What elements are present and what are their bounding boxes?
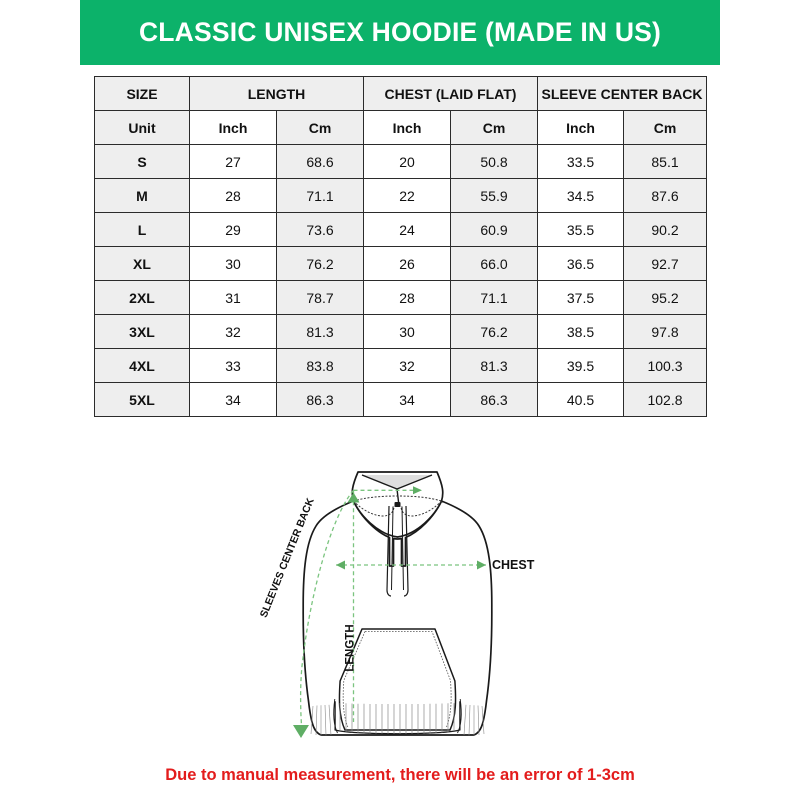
svg-text:LENGTH: LENGTH	[345, 624, 357, 671]
svg-text:CHEST: CHEST	[492, 558, 535, 572]
